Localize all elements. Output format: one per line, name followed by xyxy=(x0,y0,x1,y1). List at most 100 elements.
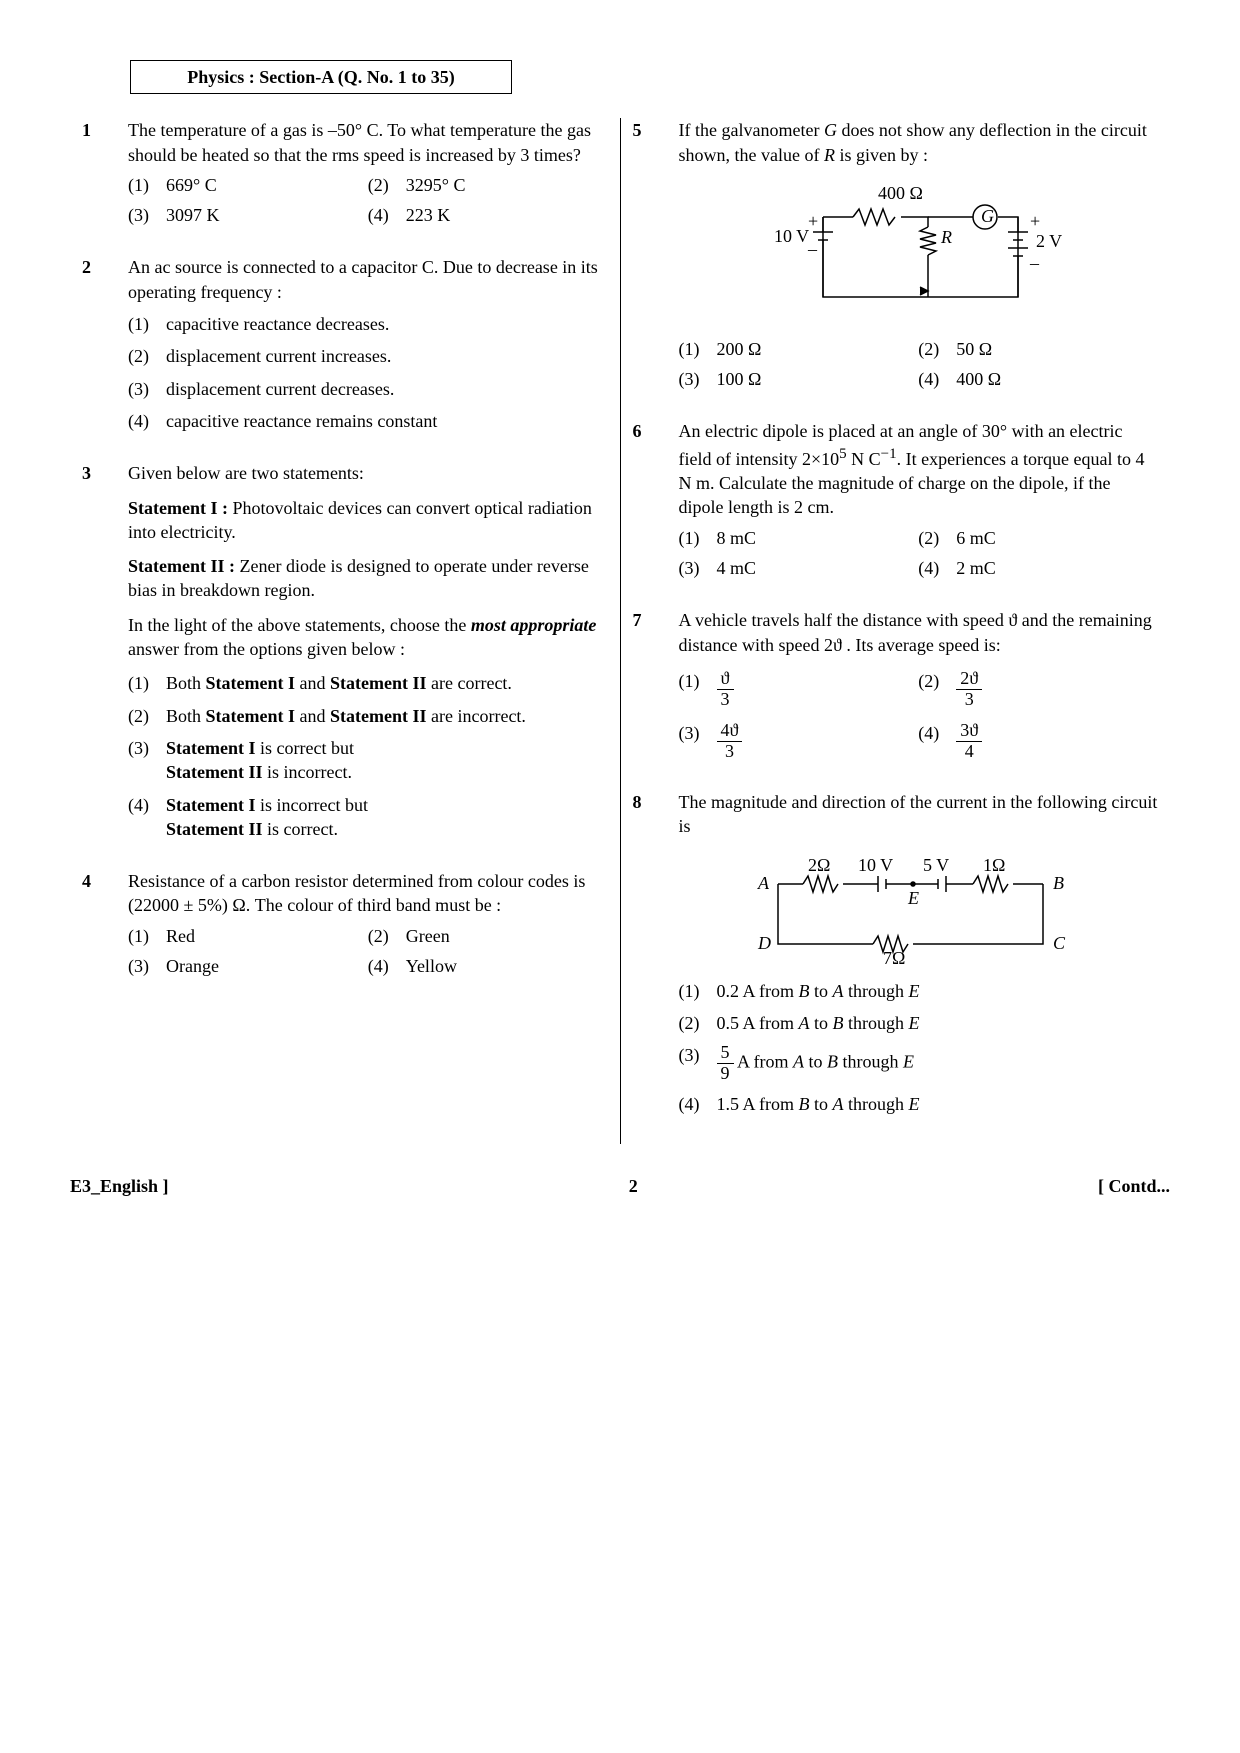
circuit-diagram: A B C D E 2Ω 1Ω 7Ω 10 V 5 V xyxy=(748,849,1088,969)
r1-label: 400 Ω xyxy=(878,183,923,203)
option-text: 400 Ω xyxy=(956,367,1001,391)
question-number: 4 xyxy=(82,869,128,978)
option-label: (1) xyxy=(128,312,156,336)
option-2: (2)Green xyxy=(368,924,608,948)
option-label: (1) xyxy=(679,337,707,361)
option-fraction: ϑ3 xyxy=(717,669,734,710)
option-4: (4) 400 Ω xyxy=(918,367,1158,391)
question-body: Given below are two statements: Statemen… xyxy=(128,461,608,841)
question-8: 8 The magnitude and direction of the cur… xyxy=(633,790,1159,1116)
option-text: 59 A from A to B through E xyxy=(717,1043,915,1084)
question-body: An electric dipole is placed at an angle… xyxy=(679,419,1159,580)
option-text: Statement I is incorrect but Statement I… xyxy=(166,793,368,842)
page-footer: E3_English ] 2 [ Contd... xyxy=(70,1174,1170,1198)
option-1: (1)capacitive reactance decreases. xyxy=(128,312,608,336)
option-label: (3) xyxy=(128,203,156,227)
option-text: 100 Ω xyxy=(717,367,762,391)
node-c: C xyxy=(1053,933,1066,953)
option-4: (4)1.5 A from B to A through E xyxy=(679,1092,1159,1116)
option-label: (4) xyxy=(918,556,946,580)
option-4: (4)223 K xyxy=(368,203,608,227)
option-label: (1) xyxy=(128,671,156,695)
question-body: Resistance of a carbon resistor determin… xyxy=(128,869,608,978)
option-text: 50 Ω xyxy=(956,337,992,361)
option-fraction: 2ϑ3 xyxy=(956,669,982,710)
option-label: (4) xyxy=(918,367,946,391)
question-text: If the galvanometer G does not show any … xyxy=(679,118,1159,167)
v2-label: 2 V xyxy=(1036,231,1062,251)
option-2: (2)0.5 A from A to B through E xyxy=(679,1011,1159,1035)
option-label: (2) xyxy=(679,1011,707,1035)
option-text: 4 mC xyxy=(717,556,757,580)
question-prompt: In the light of the above statements, ch… xyxy=(128,613,608,662)
option-3: (3)4 mC xyxy=(679,556,919,580)
option-label: (2) xyxy=(128,704,156,728)
option-label: (1) xyxy=(679,669,707,710)
footer-left: E3_English ] xyxy=(70,1174,169,1198)
question-text: The magnitude and direction of the curre… xyxy=(679,790,1159,839)
option-label: (2) xyxy=(918,337,946,361)
option-text: 2 mC xyxy=(956,556,996,580)
option-label: (1) xyxy=(128,173,156,197)
option-text: capacitive reactance remains constant xyxy=(166,409,437,433)
right-column: 5 If the galvanometer G does not show an… xyxy=(621,118,1171,1144)
option-label: (3) xyxy=(128,954,156,978)
option-1: (1) Both Statement I and Statement II are… xyxy=(128,671,608,695)
question-text: An electric dipole is placed at an angle… xyxy=(679,419,1159,519)
statement-label: Statement II : xyxy=(128,556,235,576)
option-text: 3097 K xyxy=(166,203,220,227)
question-2: 2 An ac source is connected to a capacit… xyxy=(82,255,608,433)
option-text: 8 mC xyxy=(717,526,757,550)
option-3: (3)59 A from A to B through E xyxy=(679,1043,1159,1084)
footer-right: [ Contd... xyxy=(1098,1174,1170,1198)
r-label: R xyxy=(940,227,952,247)
option-label: (2) xyxy=(918,526,946,550)
option-label: (2) xyxy=(918,669,946,710)
option-label: (3) xyxy=(128,736,156,785)
option-label: (4) xyxy=(368,954,396,978)
question-body: A vehicle travels half the distance with… xyxy=(679,608,1159,762)
option-2: (2) 50 Ω xyxy=(918,337,1158,361)
option-label: (1) xyxy=(679,526,707,550)
option-1: (1)200 Ω xyxy=(679,337,919,361)
option-text: Both Statement I and Statement II are co… xyxy=(166,671,512,695)
question-intro: Given below are two statements: xyxy=(128,461,608,485)
question-body: An ac source is connected to a capacitor… xyxy=(128,255,608,433)
question-text: A vehicle travels half the distance with… xyxy=(679,608,1159,657)
option-text: Statement I is correct but Statement II … xyxy=(166,736,354,785)
option-fraction: 3ϑ4 xyxy=(956,721,982,762)
v1-label: 10 V xyxy=(774,226,809,246)
question-text: Resistance of a carbon resistor determin… xyxy=(128,869,608,918)
option-label: (4) xyxy=(918,721,946,762)
prompt-b: most appropriate xyxy=(471,615,597,635)
option-label: (4) xyxy=(368,203,396,227)
option-text: Both Statement I and Statement II are in… xyxy=(166,704,526,728)
option-text: Red xyxy=(166,924,195,948)
option-4: (4) 3ϑ4 xyxy=(918,721,1158,762)
content-columns: 1 The temperature of a gas is –50° C. To… xyxy=(70,118,1170,1144)
option-4: (4)Yellow xyxy=(368,954,608,978)
section-header: Physics : Section-A (Q. No. 1 to 35) xyxy=(130,60,512,94)
question-6: 6 An electric dipole is placed at an ang… xyxy=(633,419,1159,580)
r1-label: 2Ω xyxy=(808,855,830,875)
question-number: 8 xyxy=(633,790,679,1116)
question-5: 5 If the galvanometer G does not show an… xyxy=(633,118,1159,391)
option-2: (2)3295° C xyxy=(368,173,608,197)
minus-sign: – xyxy=(1029,253,1040,273)
footer-center: 2 xyxy=(629,1174,638,1198)
option-text: 0.2 A from B to A through E xyxy=(717,979,920,1003)
question-text: An ac source is connected to a capacitor… xyxy=(128,255,608,304)
statement-1: Statement I : Photovoltaic devices can c… xyxy=(128,496,608,545)
question-number: 3 xyxy=(82,461,128,841)
prompt-a: In the light of the above statements, ch… xyxy=(128,615,471,635)
question-body: The temperature of a gas is –50° C. To w… xyxy=(128,118,608,227)
option-fraction: 4ϑ3 xyxy=(717,721,743,762)
option-2: (2) Both Statement I and Statement II are… xyxy=(128,704,608,728)
statement-2: Statement II : Zener diode is designed t… xyxy=(128,554,608,603)
option-1: (1) ϑ3 xyxy=(679,669,919,710)
option-2: (2)6 mC xyxy=(918,526,1158,550)
option-label: (4) xyxy=(128,793,156,842)
option-text: Green xyxy=(406,924,450,948)
node-a: A xyxy=(757,873,770,893)
r3-label: 7Ω xyxy=(883,948,905,968)
